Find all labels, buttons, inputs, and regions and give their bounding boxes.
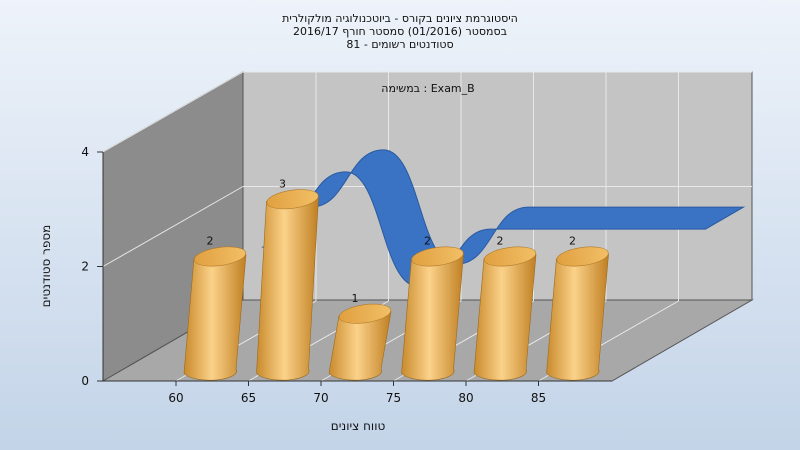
y-axis-label: מספר סטודנטים: [39, 225, 53, 308]
bar-value-label: 3: [279, 177, 286, 190]
bar: 1: [328, 292, 392, 381]
bar-value-label: 2: [497, 235, 504, 248]
grid-lines: [102, 71, 752, 382]
bar-value-label: 2: [424, 235, 431, 248]
bar-value-label: 2: [207, 235, 214, 248]
chart-title-line-2: בסמסטר (01/2016) סמסטר חורף 2016/17: [293, 25, 507, 38]
chart-title-line-3: סטודנטים רשומים - 81: [346, 38, 453, 51]
ribbon-series: [261, 149, 746, 287]
bar: 3: [256, 177, 319, 381]
ribbon-band: [261, 149, 746, 287]
x-tick-label: 60: [168, 391, 183, 405]
x-ticks: 60 65 70 75 80 85: [168, 381, 546, 405]
x-tick-label: 70: [313, 391, 328, 405]
chart-subtitle: במשימה : Exam_B: [381, 82, 474, 95]
bar: 2: [473, 235, 537, 381]
bar-series: 2 3 1 2 2 2: [183, 177, 609, 381]
y-tick-label: 2: [81, 260, 89, 274]
chart-title-line-1: היסטוגרמת ציונים בקורס - ביוטכנולוגיה מו…: [282, 12, 518, 25]
x-tick-label: 80: [458, 391, 473, 405]
bar: 2: [401, 235, 464, 381]
bar: 2: [546, 235, 609, 381]
x-axis-label: טווח ציונים: [331, 419, 386, 433]
bar: 2: [183, 235, 247, 381]
y-ticks: 0 2 4: [81, 145, 103, 388]
x-tick-label: 85: [531, 391, 546, 405]
bar-value-label: 2: [569, 235, 576, 248]
x-tick-label: 65: [241, 391, 256, 405]
x-tick-label: 75: [386, 391, 401, 405]
y-tick-label: 0: [81, 374, 89, 388]
y-tick-label: 4: [81, 145, 89, 159]
bar-value-label: 1: [352, 292, 359, 305]
